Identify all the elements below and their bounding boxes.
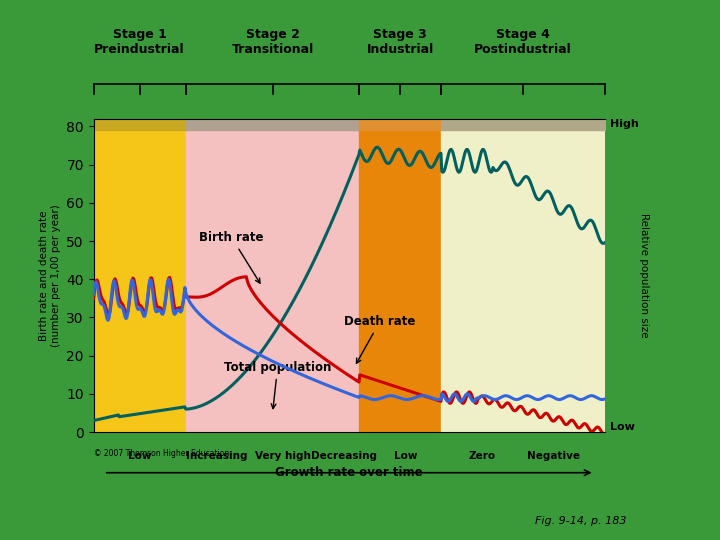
Text: Very high: Very high (255, 451, 311, 461)
Text: Birth rate: Birth rate (199, 231, 264, 283)
Text: Low: Low (128, 451, 151, 461)
Text: High: High (610, 119, 639, 129)
Text: Zero: Zero (469, 451, 495, 461)
Text: Decreasing: Decreasing (311, 451, 377, 461)
Text: Relative population size: Relative population size (639, 213, 649, 338)
Text: Fig. 9-14, p. 183: Fig. 9-14, p. 183 (535, 516, 626, 526)
Text: Growth rate over time: Growth rate over time (275, 466, 423, 479)
Text: Negative: Negative (527, 451, 580, 461)
Text: Stage 4
Postindustrial: Stage 4 Postindustrial (474, 28, 572, 56)
Text: Low: Low (610, 422, 635, 432)
Bar (94, 119, 186, 432)
Text: Stage 3
Industrial: Stage 3 Industrial (366, 28, 434, 56)
Text: Low: Low (394, 451, 417, 461)
Bar (186, 119, 359, 432)
Text: © 2007 Thomson Higher Education: © 2007 Thomson Higher Education (94, 449, 229, 458)
Bar (441, 119, 605, 432)
Text: Stage 1
Preindustrial: Stage 1 Preindustrial (94, 28, 185, 56)
Bar (359, 119, 441, 432)
Text: Total population: Total population (224, 361, 331, 409)
Y-axis label: Birth rate and death rate
(number per 1,00 per year): Birth rate and death rate (number per 1,… (39, 204, 60, 347)
Text: Death rate: Death rate (344, 315, 415, 363)
Text: Stage 2
Transitional: Stage 2 Transitional (231, 28, 314, 56)
Text: Increasing: Increasing (186, 451, 247, 461)
